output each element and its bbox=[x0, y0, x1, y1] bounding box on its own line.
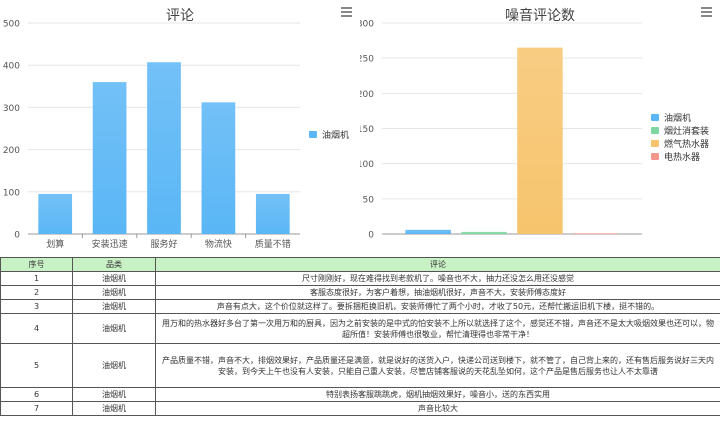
comments-chart: 评论 0 100 200 300 400 500 划算 安装迅速 服务好 物流快 质量不错 油烟机 bbox=[0, 0, 360, 254]
table-row: 4 油烟机 用万和的热水器好多台了第一次用万和的厨具，因为之前安装的是中式的怕安… bbox=[0, 313, 720, 344]
cell-category: 油烟机 bbox=[72, 343, 156, 388]
chart-menu-icon[interactable] bbox=[341, 7, 352, 17]
legend-label: 烟灶消套装 bbox=[664, 127, 710, 137]
y-tick-label: 250 bbox=[360, 55, 374, 65]
y-tick-label: 300 bbox=[3, 104, 20, 114]
legend-label: 油烟机 bbox=[664, 114, 692, 124]
x-tick-label: 安装迅速 bbox=[92, 238, 128, 250]
x-tick-label: 质量不错 bbox=[255, 238, 291, 250]
x-tick-label: 物流快 bbox=[205, 238, 232, 250]
cell-index: 6 bbox=[0, 387, 73, 402]
cell-category: 油烟机 bbox=[72, 285, 156, 300]
legend-item[interactable]: 电热水器 bbox=[651, 150, 709, 163]
chart-title: 噪音评论数 bbox=[505, 8, 575, 24]
y-tick-label: 400 bbox=[3, 62, 20, 72]
noise-bar-chart-svg: 0 50 100 150 200 250 300 bbox=[360, 20, 642, 241]
bar bbox=[201, 102, 236, 234]
y-tick-label: 100 bbox=[3, 188, 20, 198]
cell-comment: 声音有点大，这个价位就这样了。要拆捆柜换旧机，安装师傅忙了两个小时，才收了50元… bbox=[155, 299, 720, 314]
y-tick-label: 0 bbox=[14, 231, 20, 241]
comments-bar-chart-svg: 0 100 200 300 400 500 划算 安装迅速 服务好 物流快 质量不错 bbox=[3, 20, 300, 250]
cell-category: 油烟机 bbox=[72, 313, 156, 344]
bar bbox=[255, 193, 290, 234]
bar bbox=[405, 229, 451, 234]
cell-category: 油烟机 bbox=[72, 299, 156, 314]
table-row: 7 油烟机 声音比较大 bbox=[0, 401, 720, 416]
cell-comment: 声音比较大 bbox=[155, 401, 720, 416]
chart-legend: 油烟机 bbox=[309, 128, 349, 141]
cell-comment: 特别表扬客服跳跳虎，烟机抽烟效果好，噪音小，送的东西实用 bbox=[155, 387, 720, 402]
noise-comments-chart: 噪音评论数 0 50 100 150 200 250 300 油烟机烟灶消套装燃气热水器电热… bbox=[360, 0, 720, 254]
comments-table: 序号 品类 评论 1 油烟机 尺寸刚刚好，现在难得找到老款机了。噪音也不大，抽力… bbox=[0, 257, 720, 416]
chart-legend: 油烟机烟灶消套装燃气热水器电热水器 bbox=[651, 111, 709, 163]
cell-index: 5 bbox=[0, 343, 73, 388]
table-row: 6 油烟机 特别表扬客服跳跳虎，烟机抽烟效果好，噪音小，送的东西实用 bbox=[0, 387, 720, 402]
bar bbox=[92, 82, 127, 234]
bar bbox=[573, 233, 619, 235]
cell-category: 油烟机 bbox=[72, 401, 156, 416]
y-tick-label: 0 bbox=[368, 231, 374, 241]
bar bbox=[38, 193, 73, 234]
cell-category: 油烟机 bbox=[72, 387, 156, 402]
y-tick-label: 100 bbox=[360, 160, 374, 170]
table-row: 2 油烟机 客服态度很好，为客户着想，抽油烟机很好，声音不大，安装师傅态度好 bbox=[0, 285, 720, 300]
header-comment: 评论 bbox=[155, 257, 720, 272]
legend-label: 燃气热水器 bbox=[664, 140, 710, 150]
legend-item[interactable]: 烟灶消套装 bbox=[651, 124, 709, 137]
table-row: 1 油烟机 尺寸刚刚好，现在难得找到老款机了。噪音也不大，抽力还没怎么用还没感觉 bbox=[0, 271, 720, 286]
legend-label: 电热水器 bbox=[664, 153, 701, 163]
header-category: 品类 bbox=[72, 257, 156, 272]
table-row: 5 油烟机 产品质量不错，声音不大，排烟效果好，产品质量还是满意，就是说好的送货… bbox=[0, 343, 720, 388]
legend-swatch bbox=[309, 131, 317, 138]
chart-menu-icon[interactable] bbox=[701, 7, 712, 17]
bar bbox=[517, 47, 563, 234]
cell-comment: 客服态度很好，为客户着想，抽油烟机很好，声音不大，安装师傅态度好 bbox=[155, 285, 720, 300]
y-tick-label: 150 bbox=[360, 125, 374, 135]
cell-comment: 用万和的热水器好多台了第一次用万和的厨具，因为之前安装的是中式的怕安装不上所以就… bbox=[155, 313, 720, 344]
header-index: 序号 bbox=[0, 257, 73, 272]
cell-index: 1 bbox=[0, 271, 73, 286]
x-tick-label: 划算 bbox=[46, 238, 64, 250]
cell-comment: 尺寸刚刚好，现在难得找到老款机了。噪音也不大，抽力还没怎么用还没感觉 bbox=[155, 271, 720, 286]
bar bbox=[461, 231, 507, 234]
table-row: 3 油烟机 声音有点大，这个价位就这样了。要拆捆柜换旧机，安装师傅忙了两个小时，… bbox=[0, 299, 720, 314]
y-tick-label: 200 bbox=[360, 90, 374, 100]
y-tick-label: 500 bbox=[3, 20, 20, 30]
legend-swatch bbox=[651, 153, 659, 160]
y-tick-label: 50 bbox=[363, 195, 375, 205]
cell-index: 3 bbox=[0, 299, 73, 314]
legend-label: 油烟机 bbox=[322, 131, 350, 141]
cell-index: 2 bbox=[0, 285, 73, 300]
table-header-row: 序号 品类 评论 bbox=[0, 257, 720, 272]
cell-comment: 产品质量不错，声音不大，排烟效果好，产品质量还是满意，就是说好的送货入户，快递公… bbox=[155, 343, 720, 388]
legend-swatch bbox=[651, 114, 659, 121]
cell-category: 油烟机 bbox=[72, 271, 156, 286]
legend-item[interactable]: 油烟机 bbox=[309, 128, 349, 141]
legend-swatch bbox=[651, 140, 659, 147]
legend-item[interactable]: 燃气热水器 bbox=[651, 137, 709, 150]
y-tick-label: 300 bbox=[360, 20, 374, 30]
bar bbox=[147, 62, 181, 234]
cell-index: 4 bbox=[0, 313, 73, 344]
y-tick-label: 200 bbox=[3, 146, 20, 156]
legend-swatch bbox=[651, 127, 659, 134]
x-tick-label: 服务好 bbox=[150, 238, 177, 250]
legend-item[interactable]: 油烟机 bbox=[651, 111, 709, 124]
cell-index: 7 bbox=[0, 401, 73, 416]
chart-title: 评论 bbox=[166, 8, 194, 24]
